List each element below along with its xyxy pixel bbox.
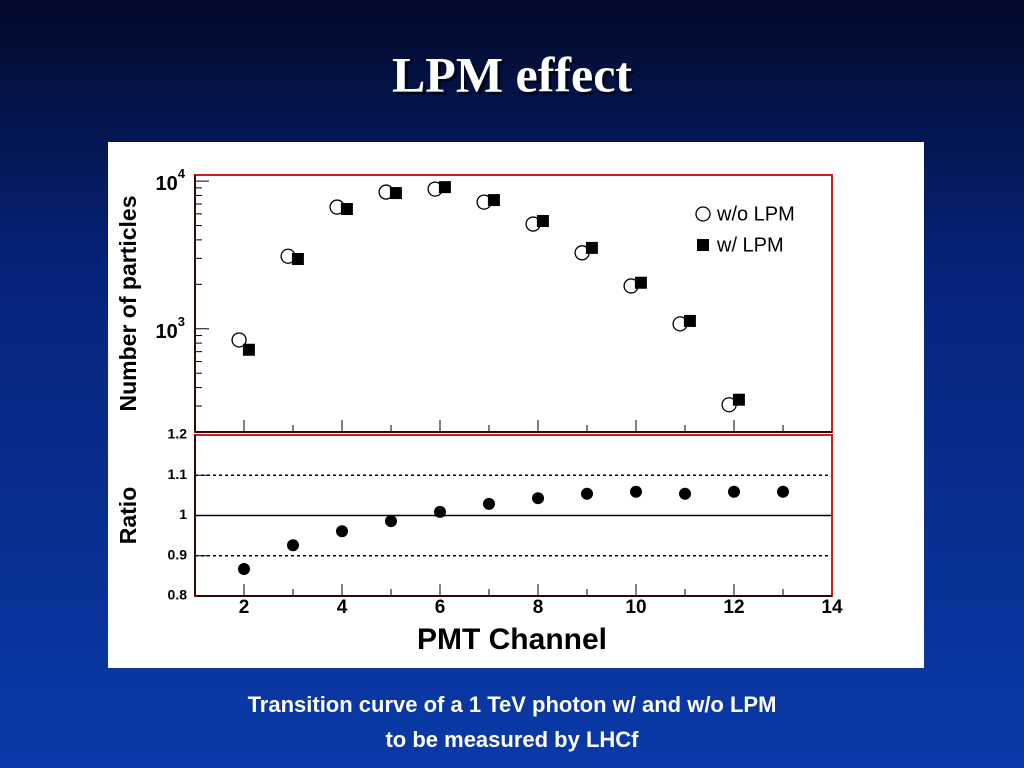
marker [434,505,446,518]
y-tick-label: 0.9 [168,546,188,562]
y-tick-base: 10 [156,173,178,195]
x-tick-label: 8 [533,597,544,618]
x-tick-label: 10 [625,597,646,618]
marker [532,492,544,505]
marker [336,525,348,538]
x-tick-label: 6 [435,597,446,618]
caption-line: Transition curve of a 1 TeV photon w/ an… [248,692,777,717]
legend-marker [697,239,709,251]
x-tick-label: 14 [821,597,843,618]
marker [732,393,745,406]
y-tick-label: 103 [156,314,185,343]
y-tick-label: 1.1 [168,466,188,482]
marker [728,485,740,498]
x-tick-label: 4 [337,597,348,618]
marker [438,181,451,194]
chart-panel [108,142,924,668]
marker [385,515,397,528]
y-axis-label: Number of particles [115,196,141,412]
caption-line: to be measured by LHCf [385,727,639,752]
y-tick-label: 1.2 [168,426,188,442]
marker [634,276,647,289]
x-tick-label: 12 [723,597,744,618]
legend-marker [695,206,711,222]
marker [242,343,255,356]
marker [683,314,696,327]
marker [679,487,691,500]
legend-label: w/ LPM [716,234,784,256]
marker [777,485,789,498]
y-tick-label: 0.8 [168,587,188,603]
title-shadow: LPM effect [395,49,635,105]
marker [585,241,598,254]
y-axis-label: Ratio [115,487,141,545]
marker [291,252,304,265]
marker [389,187,402,200]
marker [238,563,250,576]
marker [630,485,642,498]
x-tick-label: 2 [239,597,250,618]
x-axis-label: PMT Channel [417,623,607,656]
marker [536,214,549,227]
y-tick-exponent: 3 [178,314,185,329]
y-tick-label: 104 [156,167,186,196]
marker [483,497,495,510]
marker [487,194,500,207]
slide-title: LPM effect [392,46,632,102]
legend-label: w/o LPM [716,203,795,225]
y-tick-label: 1 [179,506,187,522]
y-tick-exponent: 4 [178,167,186,182]
marker [231,332,247,348]
marker [287,539,299,552]
marker [340,203,353,216]
marker [581,487,593,500]
y-tick-base: 10 [156,321,178,343]
